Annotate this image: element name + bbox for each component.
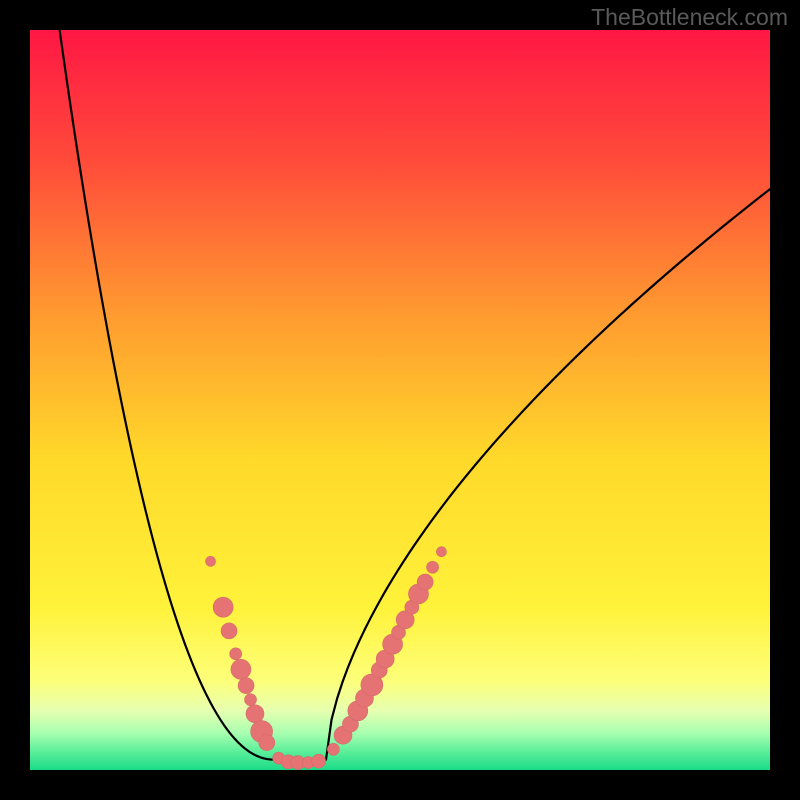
data-marker xyxy=(327,743,339,755)
data-marker xyxy=(312,754,326,768)
data-marker xyxy=(221,623,237,639)
watermark-text: TheBottleneck.com xyxy=(591,4,788,31)
data-marker xyxy=(245,694,257,706)
data-marker xyxy=(206,556,216,566)
data-marker xyxy=(246,705,264,723)
data-marker xyxy=(231,659,251,679)
data-marker xyxy=(427,561,439,573)
data-marker xyxy=(259,735,275,751)
data-marker xyxy=(436,547,446,557)
data-marker xyxy=(230,648,242,660)
bottleneck-chart xyxy=(0,0,800,800)
plot-background xyxy=(30,30,770,770)
data-marker xyxy=(238,678,254,694)
data-marker xyxy=(417,574,433,590)
chart-root: TheBottleneck.com xyxy=(0,0,800,800)
data-marker xyxy=(213,597,233,617)
